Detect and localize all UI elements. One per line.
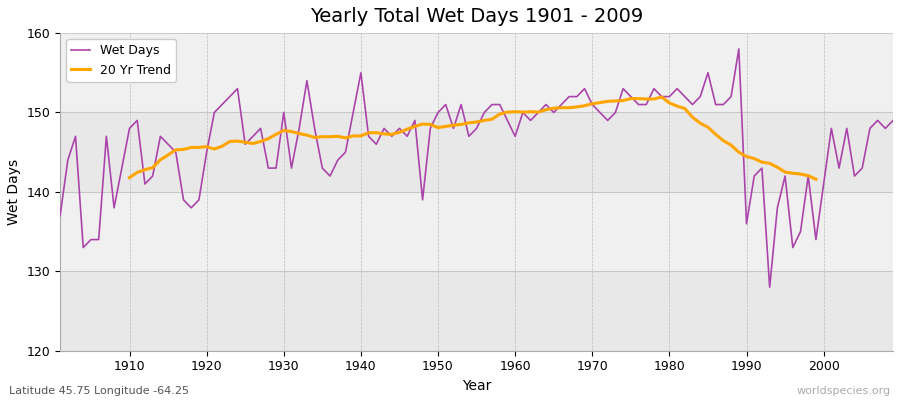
Text: Latitude 45.75 Longitude -64.25: Latitude 45.75 Longitude -64.25 [9,386,189,396]
20 Yr Trend [718,138,729,143]
20 Yr Trend [811,177,822,182]
20 Yr Trend [703,125,714,130]
Wet Days [509,134,520,139]
Wet Days [734,46,744,51]
20 Yr Trend [332,134,343,139]
Wet Days [502,118,513,123]
20 Yr Trend [124,175,135,180]
20 Yr Trend [217,144,228,149]
Wet Days [55,213,66,218]
Y-axis label: Wet Days: Wet Days [7,159,21,225]
Legend: Wet Days, 20 Yr Trend: Wet Days, 20 Yr Trend [67,39,176,82]
20 Yr Trend [602,99,613,104]
20 Yr Trend [788,171,798,176]
Wet Days [116,166,127,170]
Wet Days [887,118,898,123]
Wet Days [602,118,613,123]
Bar [60,112,893,192]
Title: Yearly Total Wet Days 1901 - 2009: Yearly Total Wet Days 1901 - 2009 [310,7,644,26]
Wet Days [764,285,775,290]
Text: worldspecies.org: worldspecies.org [796,386,891,396]
Line: Wet Days: Wet Days [60,49,893,287]
Wet Days [286,166,297,170]
X-axis label: Year: Year [462,379,491,393]
Line: 20 Yr Trend: 20 Yr Trend [130,97,816,179]
Wet Days [332,158,343,162]
20 Yr Trend [656,94,667,99]
Bar [60,271,893,351]
